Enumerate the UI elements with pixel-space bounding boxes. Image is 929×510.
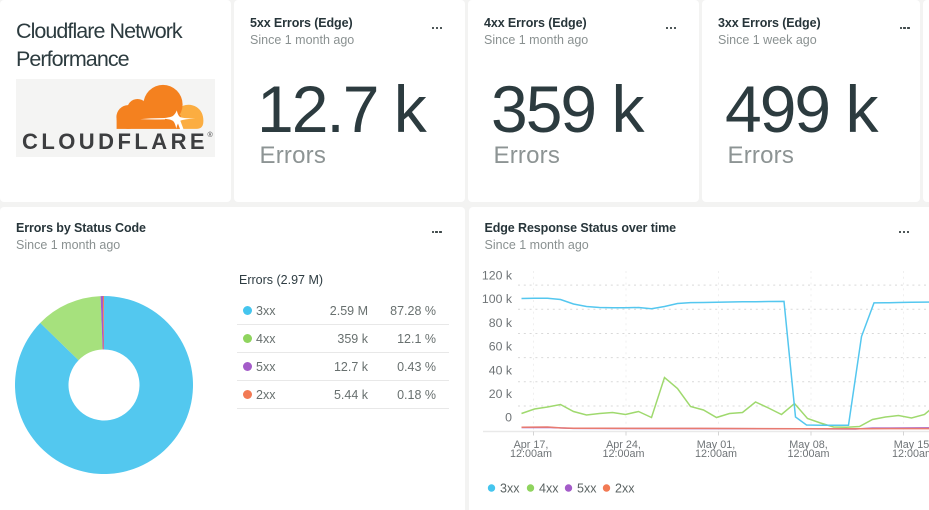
svg-text:120 k: 120 k <box>481 268 512 282</box>
svg-text:12:00am: 12:00am <box>509 448 551 460</box>
svg-text:12:00am: 12:00am <box>787 448 829 460</box>
svg-text:May 08,: May 08, <box>789 439 827 451</box>
svg-text:12:00am: 12:00am <box>891 448 929 460</box>
svg-text:4xx: 4xx <box>539 481 559 495</box>
svg-text:80 k: 80 k <box>488 315 512 329</box>
svg-text:2xx: 2xx <box>615 481 635 495</box>
svg-text:®: ® <box>208 131 214 139</box>
svg-text:12:00am: 12:00am <box>694 448 736 460</box>
svg-text:100 k: 100 k <box>481 292 512 306</box>
svg-text:0: 0 <box>505 410 512 424</box>
svg-text:60 k: 60 k <box>488 339 512 353</box>
svg-text:20 k: 20 k <box>488 387 512 401</box>
svg-text:40 k: 40 k <box>488 363 512 377</box>
svg-text:May 01,: May 01, <box>696 439 734 451</box>
svg-text:5xx: 5xx <box>577 481 597 495</box>
svg-text:3xx: 3xx <box>500 481 520 495</box>
svg-text:Apr 17,: Apr 17, <box>513 439 548 451</box>
svg-text:Apr 24,: Apr 24, <box>606 439 641 451</box>
svg-text:May 15,: May 15, <box>893 439 929 451</box>
svg-text:CLOUDFLARE: CLOUDFLARE <box>22 129 208 154</box>
svg-text:12:00am: 12:00am <box>602 448 644 460</box>
